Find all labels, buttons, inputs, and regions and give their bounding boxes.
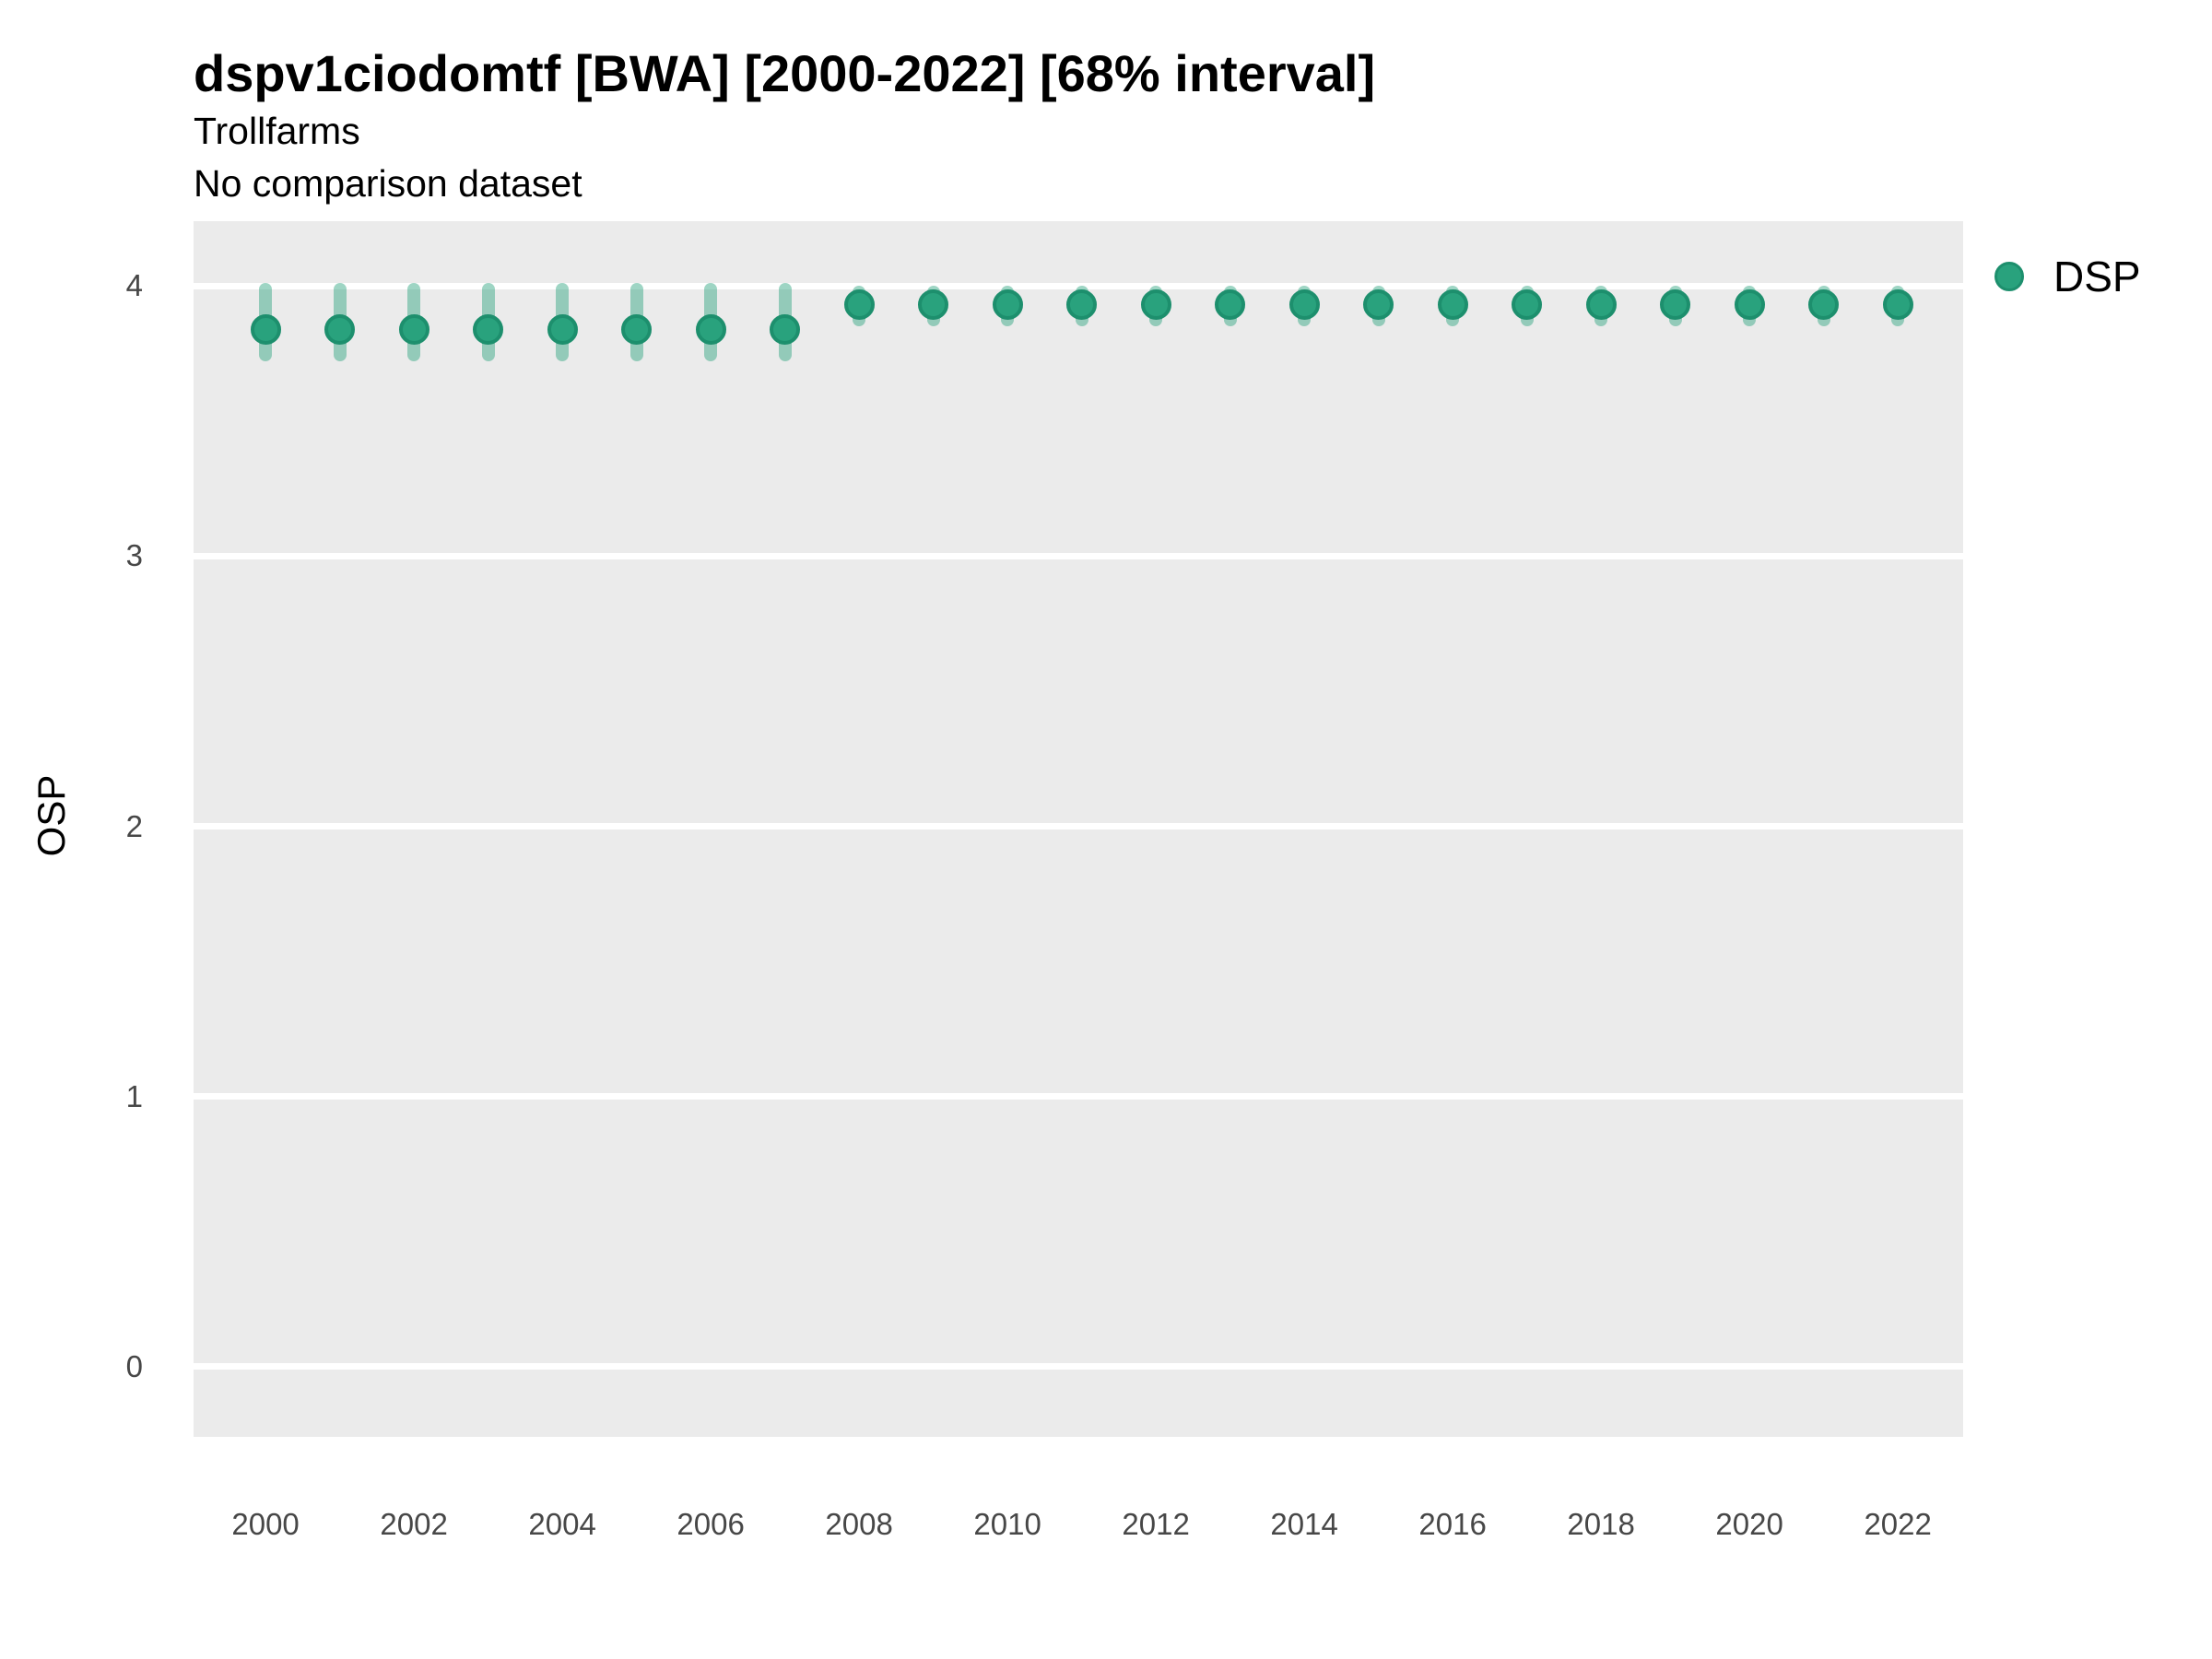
gridline-y-4 bbox=[194, 282, 1963, 289]
data-point-2016 bbox=[1437, 289, 1468, 321]
x-tick-label: 2016 bbox=[1418, 1507, 1487, 1541]
x-tick-label: 2006 bbox=[677, 1507, 745, 1541]
chart-title: dspv1ciodomtf [BWA] [2000-2022] [68% int… bbox=[194, 44, 1376, 102]
data-point-2021 bbox=[1808, 289, 1840, 321]
data-point-2013 bbox=[1215, 289, 1246, 321]
y-tick-label: 4 bbox=[125, 268, 143, 303]
comparison-note: No comparison dataset bbox=[194, 162, 582, 205]
data-point-2000 bbox=[250, 313, 281, 345]
x-tick-label: 2018 bbox=[1567, 1507, 1635, 1541]
legend-label-dsp: DSP bbox=[2053, 253, 2141, 300]
data-point-2008 bbox=[843, 289, 875, 321]
y-tick-label: 3 bbox=[125, 538, 143, 573]
x-tick-label: 2008 bbox=[825, 1507, 893, 1541]
data-point-2010 bbox=[992, 289, 1023, 321]
plot-panel bbox=[194, 221, 1963, 1437]
gridline-y-3 bbox=[194, 552, 1963, 559]
data-point-2022 bbox=[1882, 289, 1913, 321]
data-point-2007 bbox=[770, 313, 801, 345]
data-point-2014 bbox=[1288, 289, 1320, 321]
data-point-2019 bbox=[1660, 289, 1691, 321]
data-point-2006 bbox=[695, 313, 726, 345]
x-tick-label: 2000 bbox=[231, 1507, 300, 1541]
data-point-2004 bbox=[547, 313, 578, 345]
data-point-2018 bbox=[1585, 289, 1617, 321]
data-point-2017 bbox=[1512, 289, 1543, 321]
data-point-2005 bbox=[621, 313, 653, 345]
y-tick-label: 2 bbox=[125, 808, 143, 843]
chart-subtitle: Trollfarms bbox=[194, 110, 360, 152]
legend-dsp-circle-icon bbox=[1994, 262, 2024, 291]
data-point-2011 bbox=[1066, 289, 1098, 321]
gridline-y-1 bbox=[194, 1093, 1963, 1100]
data-point-2003 bbox=[473, 313, 504, 345]
x-tick-label: 2004 bbox=[528, 1507, 596, 1541]
x-tick-label: 2014 bbox=[1270, 1507, 1338, 1541]
data-point-2020 bbox=[1734, 289, 1765, 321]
x-tick-label: 2010 bbox=[973, 1507, 1041, 1541]
data-point-2009 bbox=[918, 289, 949, 321]
x-tick-label: 2022 bbox=[1864, 1507, 1932, 1541]
data-point-2002 bbox=[398, 313, 429, 345]
data-point-2012 bbox=[1140, 289, 1171, 321]
x-tick-label: 2002 bbox=[380, 1507, 448, 1541]
data-point-2001 bbox=[324, 313, 356, 345]
x-tick-label: 2020 bbox=[1715, 1507, 1783, 1541]
x-tick-label: 2012 bbox=[1122, 1507, 1190, 1541]
gridline-y-2 bbox=[194, 823, 1963, 830]
gridline-y-0 bbox=[194, 1363, 1963, 1371]
y-tick-label: 0 bbox=[125, 1348, 143, 1383]
y-tick-label: 1 bbox=[125, 1078, 143, 1113]
data-point-2015 bbox=[1363, 289, 1394, 321]
